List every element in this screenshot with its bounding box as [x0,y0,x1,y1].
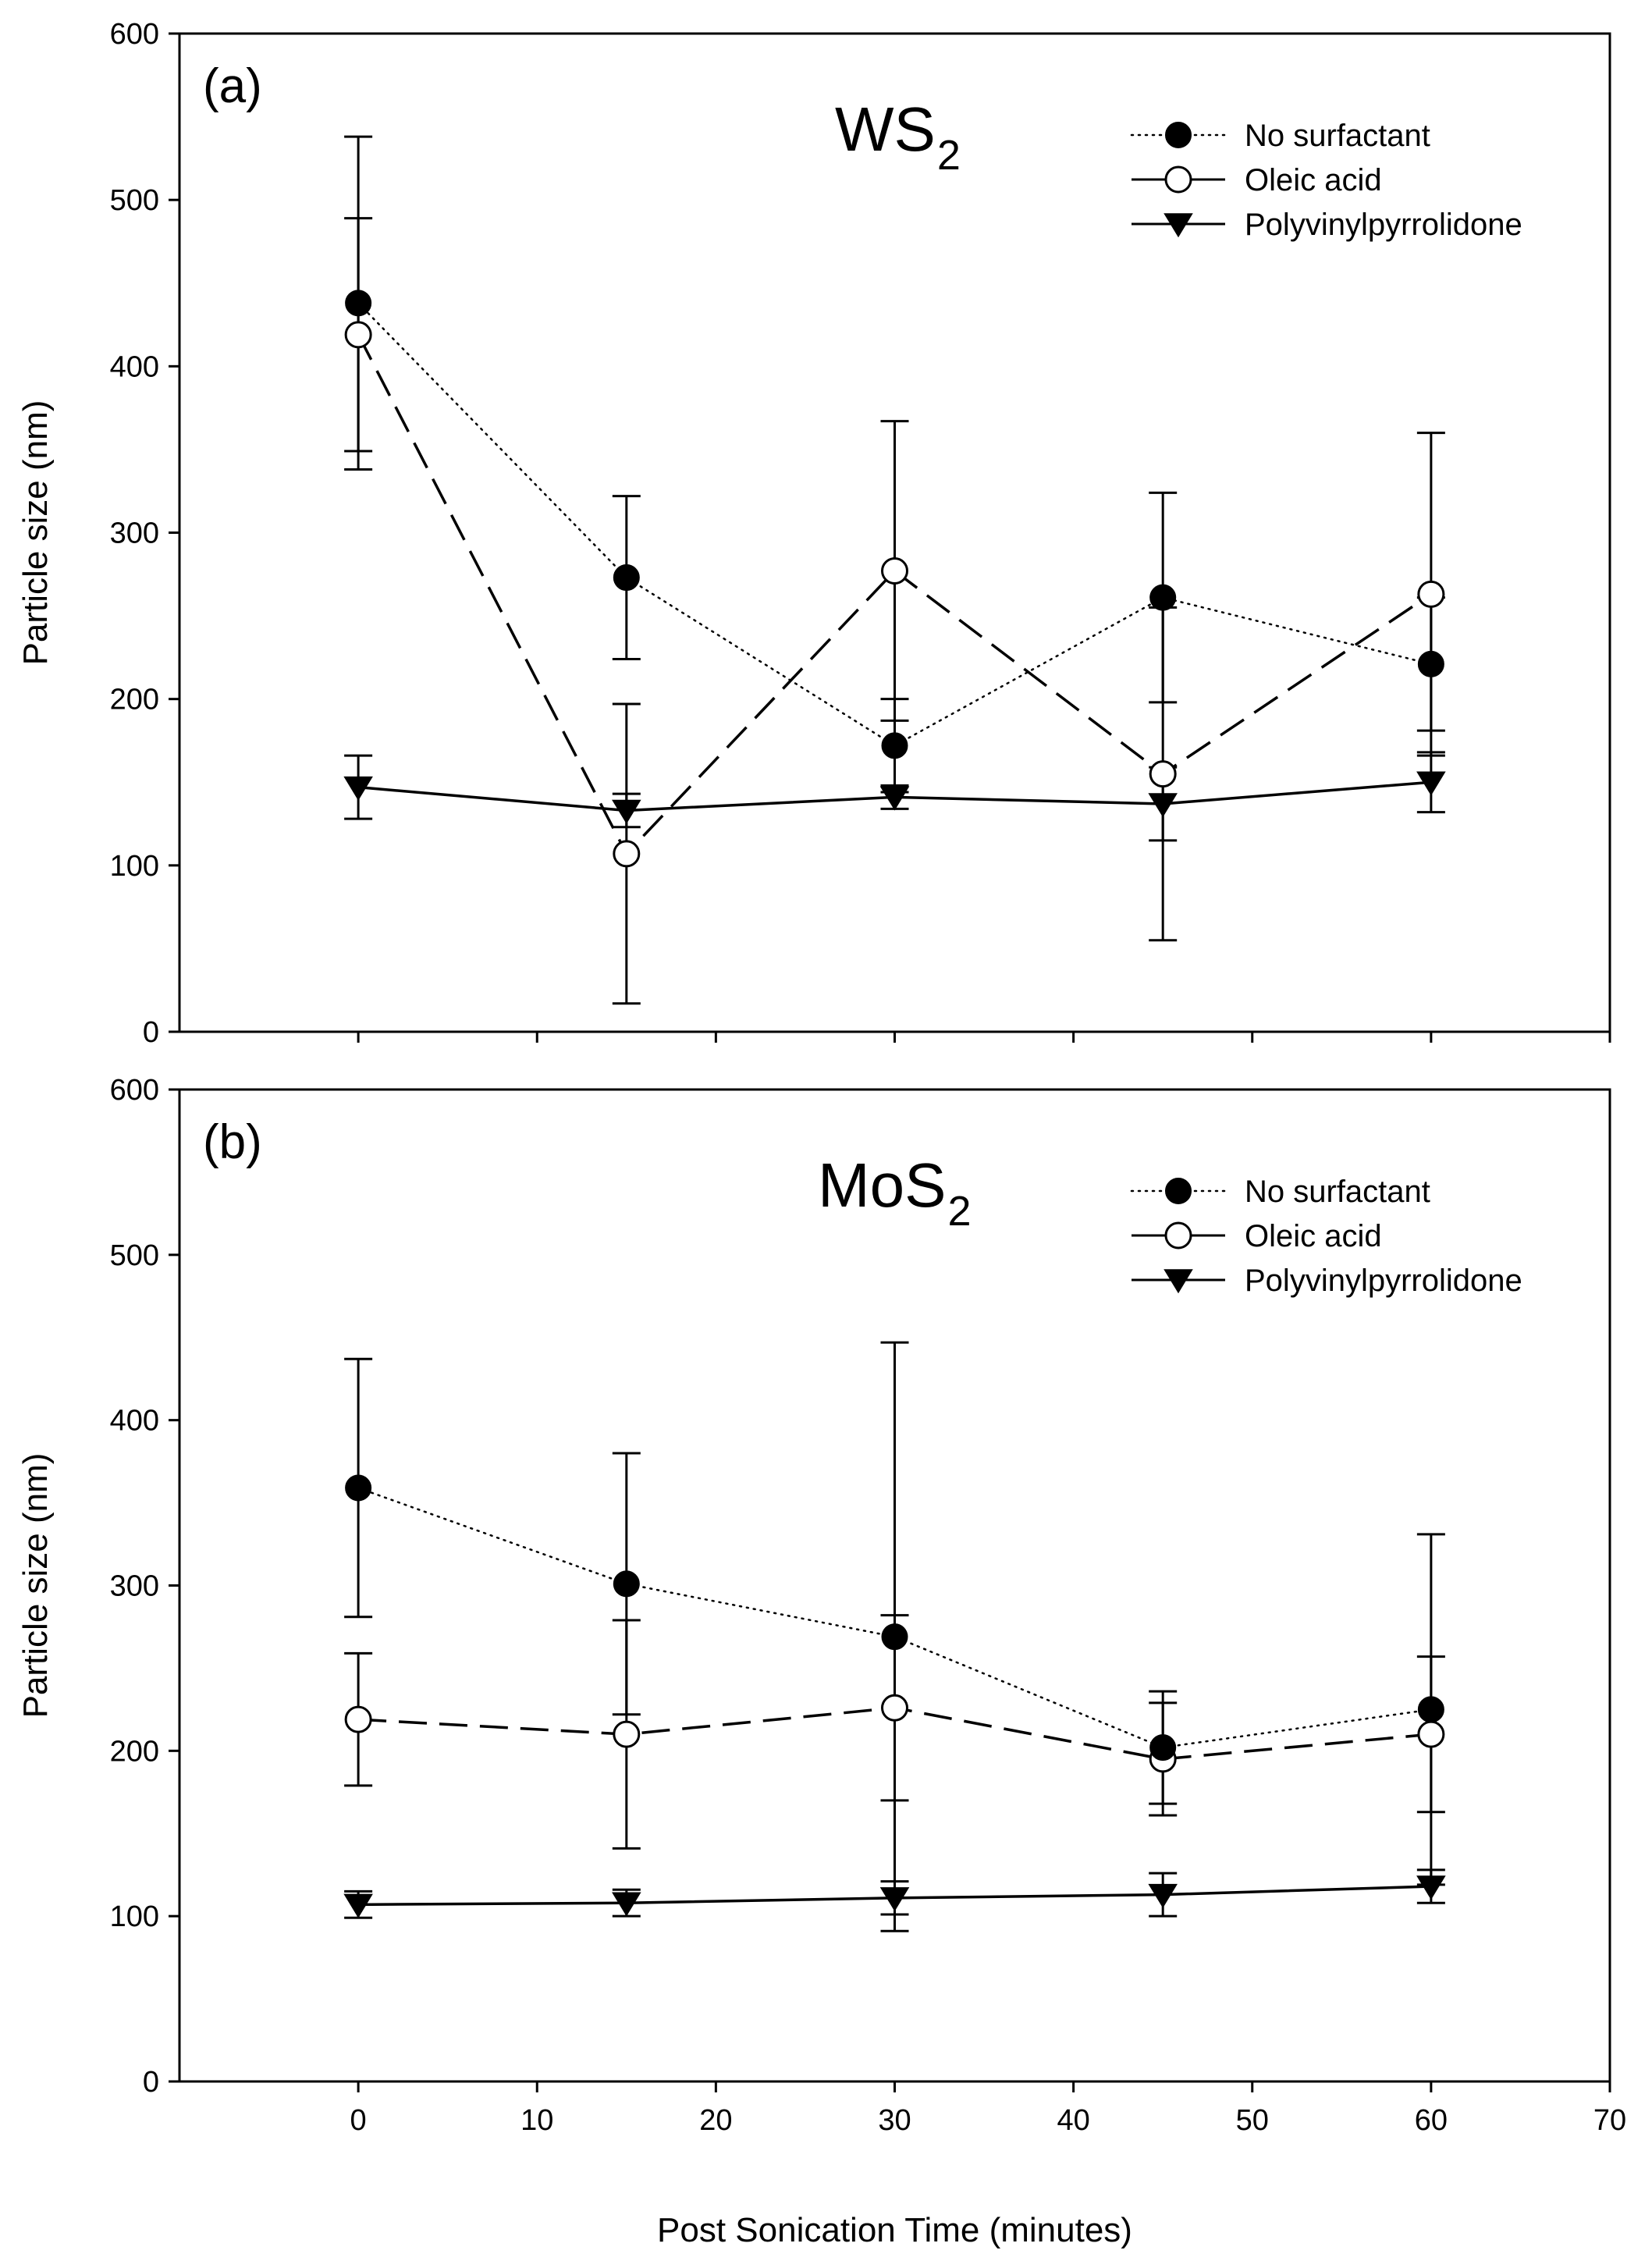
legend-entry: Oleic acid [1245,1219,1382,1253]
y-tick-label: 100 [110,850,159,883]
legend-entry: Polyvinylpyrrolidone [1245,1264,1522,1298]
x-tick-label: 20 [699,2104,732,2137]
data-point [613,564,640,592]
data-point [345,290,372,317]
markers-polyvinylpyrrolidone [343,1875,1446,1918]
series-line [357,1487,1433,1749]
data-point [612,1892,641,1917]
data-point [1149,584,1177,611]
y-tick-label: 500 [110,1239,159,1272]
legend-marker [1164,1221,1192,1250]
chart-title-subscript: 2 [937,132,961,179]
data-point [343,776,373,801]
markers-no-surfactant [345,290,1444,759]
data-point [881,1694,908,1722]
data-point [1417,580,1445,608]
legend-marker [1164,213,1193,238]
data-point [613,840,641,868]
chart-title: MoS [818,1150,947,1220]
y-tick-label: 600 [110,1074,159,1107]
data-point [344,1705,372,1733]
data-point [612,799,641,824]
legend-marker [1165,122,1192,148]
y-tick-label: 400 [110,1405,159,1438]
x-tick-label: 50 [1236,2104,1269,2137]
data-point [1148,1883,1178,1908]
legend-entry: Oleic acid [1245,163,1382,197]
y-tick-label: 500 [110,184,159,217]
data-point [879,1887,910,1912]
data-point [613,1720,641,1748]
data-point [881,557,908,585]
x-tick-label: 60 [1415,2104,1448,2137]
y-tick-label: 300 [110,517,159,550]
series-oleic-acid [344,217,1445,1005]
legend: No surfactant Oleic acid Polyvinylpyrrolid… [1130,1175,1522,1298]
legend-marker [1164,165,1192,194]
data-point [881,1623,908,1651]
data-point [881,732,908,759]
markers-polyvinylpyrrolidone [343,771,1446,824]
panel-label: (b) [203,1115,262,1169]
data-point [1149,760,1177,788]
y-axis-label: Particle size (nm) [16,400,55,666]
data-point [1417,650,1444,677]
y-tick-label: 100 [110,1900,159,1933]
data-point [344,321,372,349]
chart-title: WS [835,94,936,164]
chart-title-subscript: 2 [948,1188,972,1235]
legend-marker [1165,1178,1192,1204]
x-tick-label: 0 [350,2104,367,2137]
series-oleic-acid [344,1614,1445,1850]
y-tick-label: 200 [110,1735,159,1768]
legend: No surfactant Oleic acid Polyvinylpyrrolid… [1130,119,1522,242]
x-tick-label: 10 [520,2104,553,2137]
markers-oleic-acid [344,321,1445,868]
legend-entry: Polyvinylpyrrolidone [1245,208,1522,242]
legend-entry: No surfactant [1245,119,1430,153]
data-point [1417,1720,1445,1748]
x-tick-label: 70 [1593,2104,1626,2137]
data-point [1149,1734,1177,1761]
data-point [1416,1875,1446,1900]
chart-panel-a: 0 100 200 300 400 500 600 Particle size (nm) (a)… [16,18,1611,1049]
data-point [613,1570,640,1598]
y-tick-label: 400 [110,350,159,383]
y-tick-label: 0 [143,1016,159,1049]
y-axis-label: Particle size (nm) [16,1453,55,1719]
x-axis-label: Post Sonication Time (minutes) [657,2211,1132,2249]
data-point [345,1474,372,1502]
y-tick-label: 600 [110,18,159,51]
markers-no-surfactant [345,1474,1444,1761]
data-point [1148,793,1178,818]
data-point [879,786,910,811]
chart-panel-b: 0 100 200 300 400 500 600 0 10 20 30 40 50 60 70 Partic… [16,1074,1626,2249]
y-tick-label: 0 [143,2066,159,2099]
data-point [1416,771,1446,796]
y-tick-label: 200 [110,684,159,716]
legend-marker [1164,1269,1193,1294]
data-point [343,1893,373,1918]
y-tick-label: 300 [110,1570,159,1603]
panel-label: (a) [203,59,262,113]
legend-entry: No surfactant [1245,1175,1430,1209]
x-tick-label: 40 [1057,2104,1089,2137]
x-tick-label: 30 [878,2104,911,2137]
data-point [1417,1696,1444,1723]
